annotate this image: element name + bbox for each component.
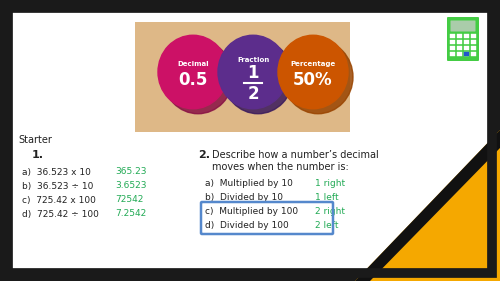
Ellipse shape xyxy=(158,35,228,109)
Text: b)  Divided by 10: b) Divided by 10 xyxy=(205,192,283,201)
Text: 7.2542: 7.2542 xyxy=(115,210,146,219)
FancyBboxPatch shape xyxy=(471,46,476,50)
FancyBboxPatch shape xyxy=(464,52,469,56)
FancyBboxPatch shape xyxy=(447,17,479,61)
FancyBboxPatch shape xyxy=(135,22,350,132)
Text: 72542: 72542 xyxy=(115,196,143,205)
Text: 1 right: 1 right xyxy=(315,178,345,187)
Ellipse shape xyxy=(223,40,293,114)
FancyBboxPatch shape xyxy=(464,46,469,50)
Text: Starter: Starter xyxy=(18,135,52,145)
Polygon shape xyxy=(355,130,500,281)
Text: b)  36.523 ÷ 10: b) 36.523 ÷ 10 xyxy=(22,182,94,191)
FancyBboxPatch shape xyxy=(457,34,462,38)
Ellipse shape xyxy=(163,40,233,114)
Ellipse shape xyxy=(283,40,353,114)
Text: 1.: 1. xyxy=(32,150,44,160)
Text: d)  725.42 ÷ 100: d) 725.42 ÷ 100 xyxy=(22,210,99,219)
FancyBboxPatch shape xyxy=(450,40,455,44)
Text: Describe how a number’s decimal: Describe how a number’s decimal xyxy=(212,150,379,160)
FancyBboxPatch shape xyxy=(464,40,469,44)
Text: 3.6523: 3.6523 xyxy=(115,182,146,191)
Text: Fraction: Fraction xyxy=(237,57,269,63)
FancyBboxPatch shape xyxy=(457,46,462,50)
Text: moves when the number is:: moves when the number is: xyxy=(212,162,349,172)
FancyBboxPatch shape xyxy=(457,40,462,44)
FancyBboxPatch shape xyxy=(450,52,455,56)
FancyBboxPatch shape xyxy=(464,34,469,38)
FancyBboxPatch shape xyxy=(471,52,476,56)
Text: 2: 2 xyxy=(247,85,259,103)
FancyBboxPatch shape xyxy=(464,52,469,56)
Text: 1: 1 xyxy=(247,64,259,82)
Text: 0.5: 0.5 xyxy=(178,71,208,89)
Polygon shape xyxy=(355,130,500,281)
FancyBboxPatch shape xyxy=(450,34,455,38)
FancyBboxPatch shape xyxy=(8,8,492,273)
FancyBboxPatch shape xyxy=(450,46,455,50)
Text: 50%: 50% xyxy=(293,71,333,89)
FancyBboxPatch shape xyxy=(457,52,462,56)
Text: 1 left: 1 left xyxy=(315,192,338,201)
Text: 365.23: 365.23 xyxy=(115,167,146,176)
Text: a)  36.523 x 10: a) 36.523 x 10 xyxy=(22,167,91,176)
Text: c)  725.42 x 100: c) 725.42 x 100 xyxy=(22,196,96,205)
Text: Percentage: Percentage xyxy=(290,61,336,67)
Text: d)  Divided by 100: d) Divided by 100 xyxy=(205,221,289,230)
FancyBboxPatch shape xyxy=(450,21,475,31)
Text: a)  Multiplied by 10: a) Multiplied by 10 xyxy=(205,178,293,187)
Text: c)  Multiplied by 100: c) Multiplied by 100 xyxy=(205,207,298,216)
Ellipse shape xyxy=(218,35,288,109)
Text: 2 left: 2 left xyxy=(315,221,338,230)
FancyBboxPatch shape xyxy=(471,34,476,38)
Ellipse shape xyxy=(278,35,348,109)
Text: Decimal: Decimal xyxy=(177,61,209,67)
FancyBboxPatch shape xyxy=(445,15,481,63)
FancyBboxPatch shape xyxy=(471,40,476,44)
Text: 2.: 2. xyxy=(198,150,210,160)
Text: 2 right: 2 right xyxy=(315,207,345,216)
